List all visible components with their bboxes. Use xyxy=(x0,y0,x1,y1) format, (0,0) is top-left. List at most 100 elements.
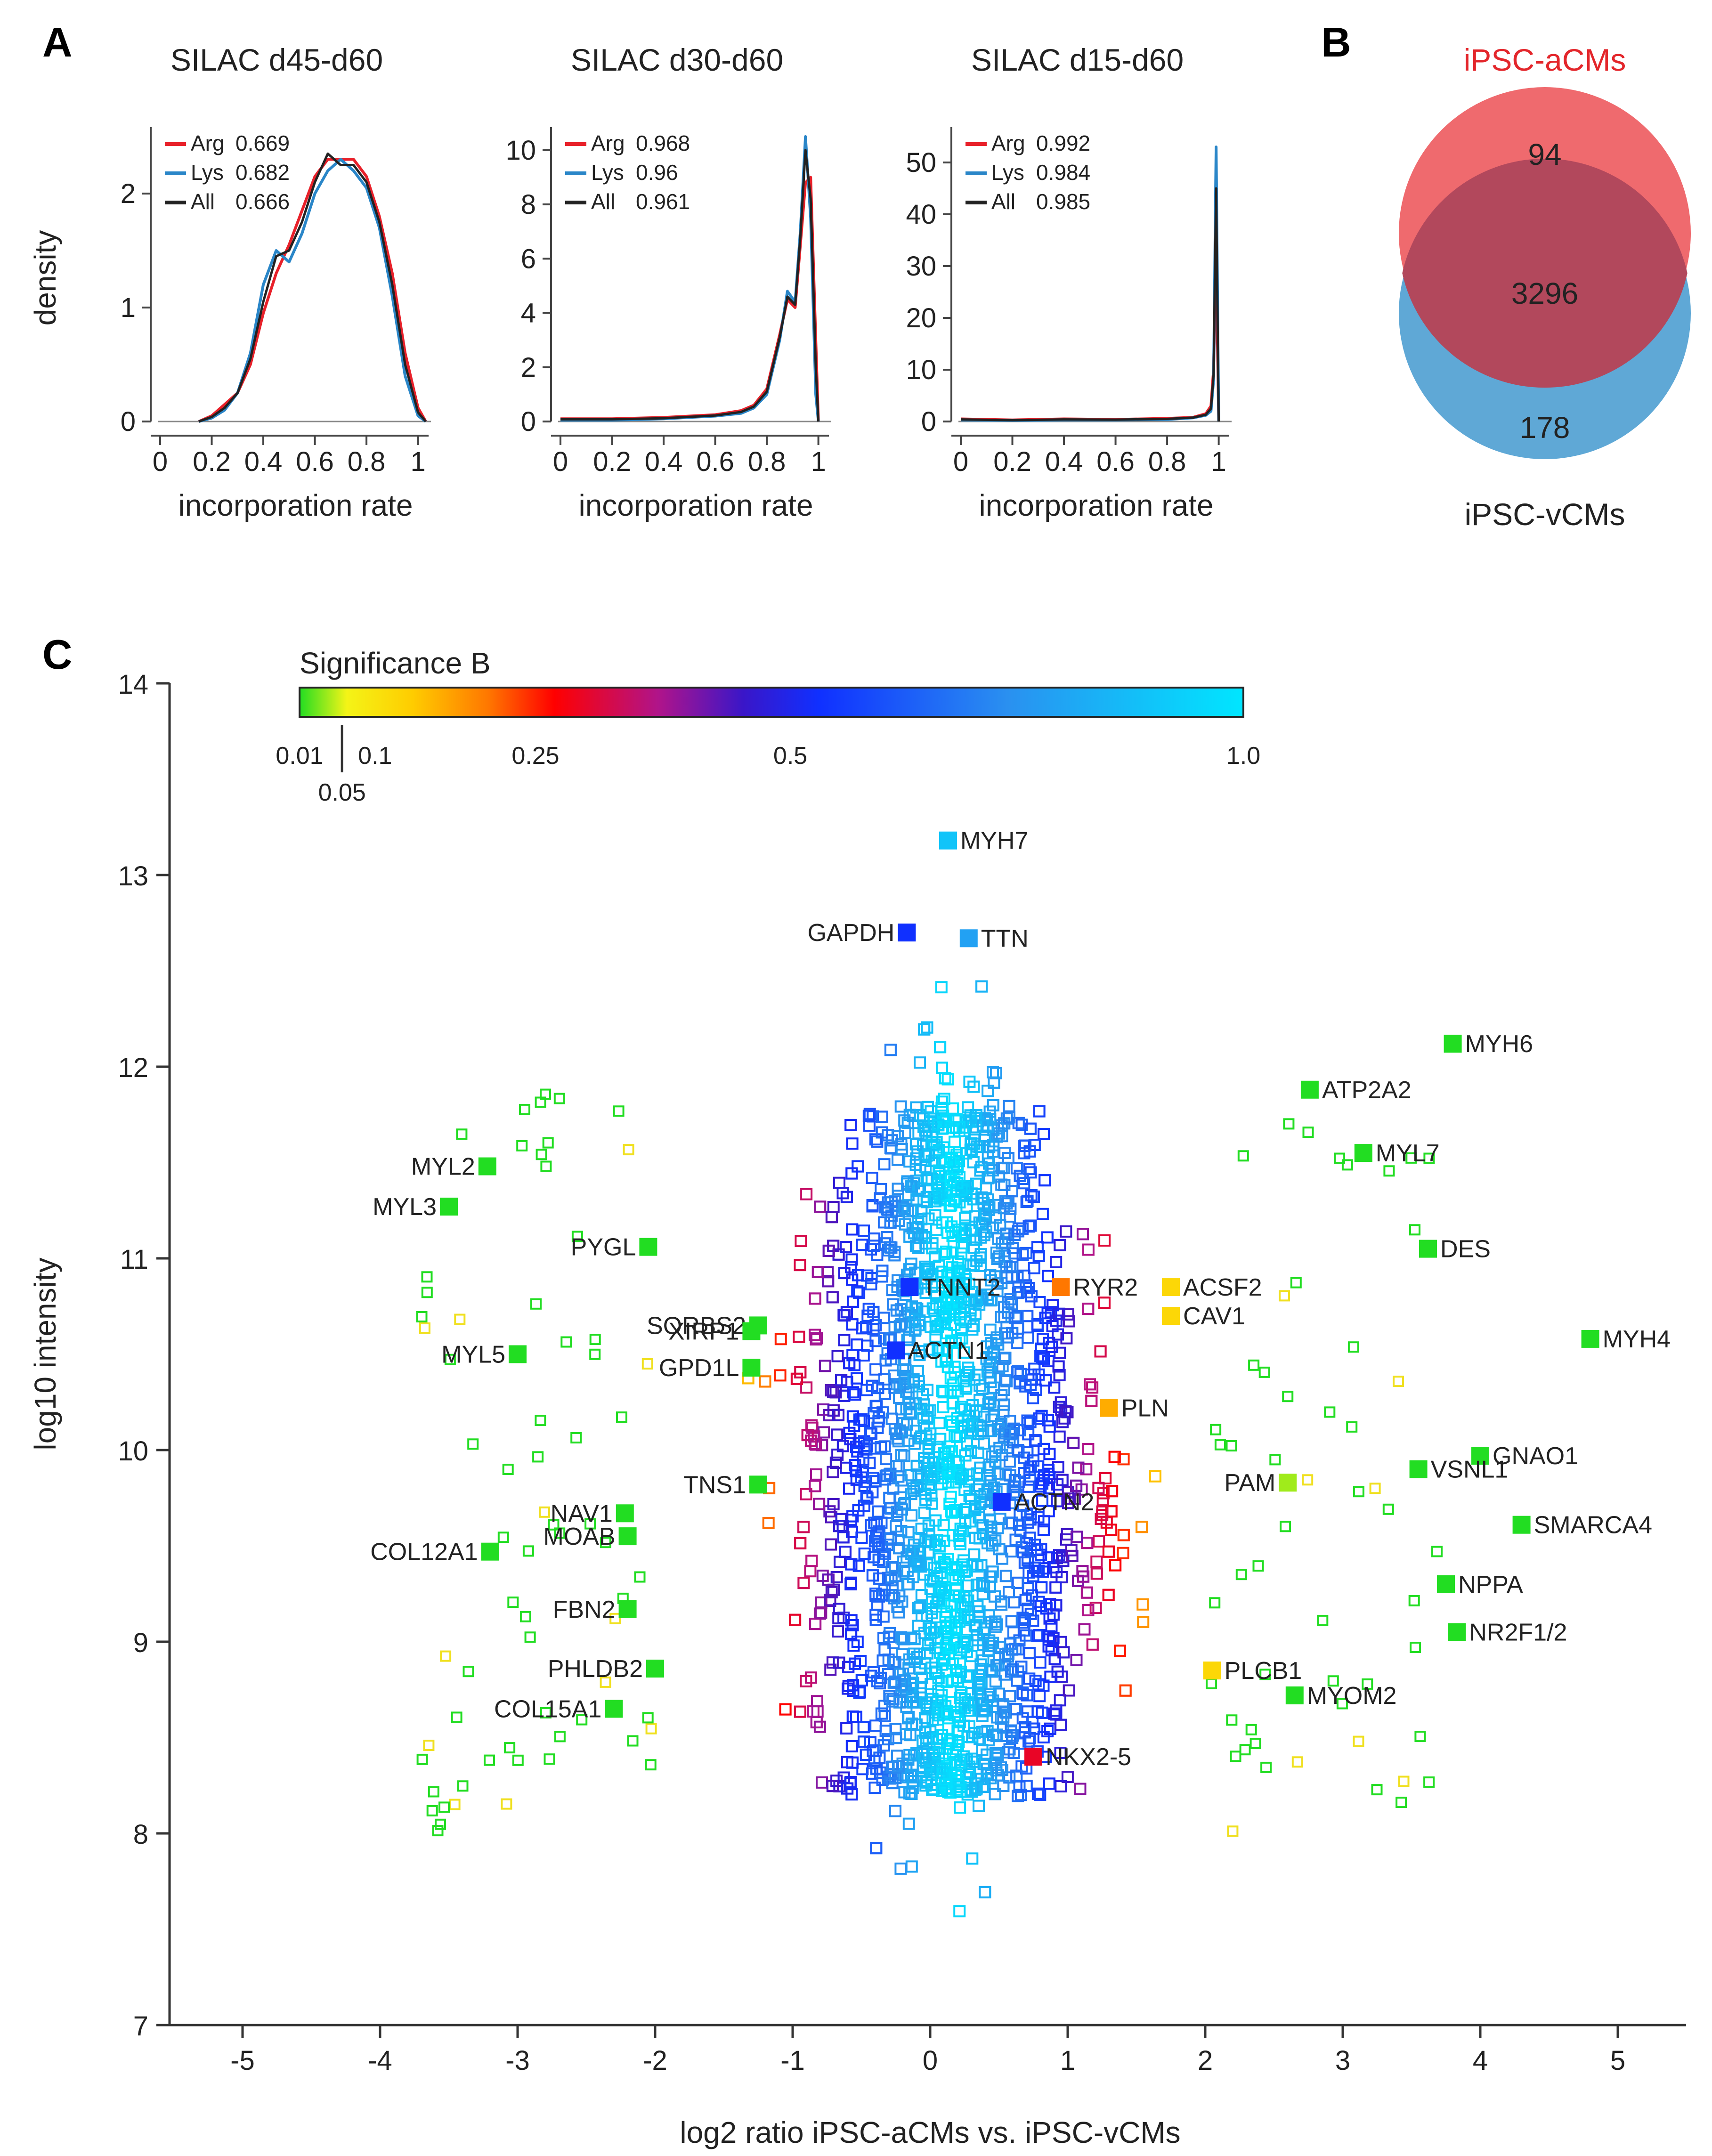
scatter-point xyxy=(984,1376,997,1388)
scatter-point xyxy=(851,1372,863,1385)
scatter-point xyxy=(419,1322,430,1334)
scatter-point xyxy=(827,1498,840,1510)
scatter-point xyxy=(967,1258,980,1271)
scatter-point xyxy=(884,1532,897,1545)
labeled-point-marker xyxy=(1162,1307,1180,1325)
scatter-point xyxy=(1025,1189,1038,1201)
scatter-point xyxy=(827,1498,840,1510)
gene-label: RYR2 xyxy=(1073,1274,1138,1301)
scatter-background-cloud xyxy=(416,980,1443,1918)
scatter-point xyxy=(1003,1100,1015,1112)
scatter-point xyxy=(885,1196,898,1208)
gene-label: SORBS2 xyxy=(647,1312,746,1339)
scatter-point xyxy=(941,1553,954,1565)
scatter-point xyxy=(1051,1478,1064,1491)
scatter-point xyxy=(894,1424,906,1437)
scatter-point xyxy=(869,1133,882,1146)
scatter-point xyxy=(870,1842,883,1855)
scatter-point xyxy=(1043,1448,1056,1460)
scatter-point xyxy=(1037,1731,1050,1743)
scatter-point xyxy=(1013,1518,1025,1531)
scatter-point xyxy=(1405,1152,1417,1164)
scatter-point xyxy=(977,1528,990,1540)
scatter-point xyxy=(600,1537,611,1548)
scatter-point xyxy=(912,1242,925,1254)
scatter-point xyxy=(807,1705,819,1718)
scatter-point xyxy=(794,1705,806,1718)
scatter-point xyxy=(969,1783,982,1796)
scatter-point xyxy=(1034,1656,1047,1669)
scatter-point xyxy=(535,1415,546,1427)
scatter-point xyxy=(931,1733,943,1745)
scatter-point xyxy=(982,1483,994,1496)
scatter-point xyxy=(1063,1315,1075,1328)
scatter-point xyxy=(794,1537,807,1549)
scatter-point xyxy=(895,1525,908,1537)
scatter-point xyxy=(868,1782,881,1794)
scatter-point xyxy=(872,1382,884,1394)
scatter-point xyxy=(1034,1350,1047,1362)
scatter-point xyxy=(642,1712,654,1724)
scatter-point xyxy=(1031,1318,1044,1330)
scatter-point xyxy=(905,1488,917,1500)
scatter-point xyxy=(895,1143,908,1155)
scatter-point xyxy=(948,1361,961,1373)
scatter-point xyxy=(435,1818,446,1830)
scatter-point xyxy=(829,1456,842,1469)
scatter-point xyxy=(956,1332,968,1345)
scatter-point xyxy=(539,1506,550,1518)
scatter-point xyxy=(1098,1234,1111,1247)
scatter-point xyxy=(949,1135,961,1148)
density-line-arg xyxy=(960,254,1220,422)
scatter-point xyxy=(846,1318,859,1331)
scatter-point xyxy=(484,1754,495,1766)
scatter-point xyxy=(800,1381,813,1394)
scatter-point xyxy=(840,1306,853,1319)
scatter-point xyxy=(1055,1718,1067,1731)
scatter-point xyxy=(999,1352,1012,1364)
scatter-point xyxy=(827,1466,839,1478)
scatter-point xyxy=(858,1480,871,1492)
labeled-point-marker xyxy=(959,929,978,948)
scatter-point xyxy=(850,1710,862,1723)
scatter-point xyxy=(1094,1345,1107,1358)
scatter-point xyxy=(941,1226,954,1239)
scatter-point xyxy=(985,1274,997,1287)
scatter-point xyxy=(1114,1645,1126,1657)
scatter-point xyxy=(999,1374,1012,1386)
scatter-point xyxy=(895,1631,908,1644)
scatter-point xyxy=(852,1269,864,1281)
scatter-point xyxy=(535,1096,546,1108)
scatter-point xyxy=(866,1200,879,1213)
labeled-points: MYH7 GAPDH TTN MYH6 ATP2A2 MYL7 MYL2 MYL3 PYGL SO… xyxy=(370,827,1671,1771)
scatter-point xyxy=(837,1309,850,1321)
density-line-lys xyxy=(960,146,1220,422)
scatter-point xyxy=(916,1748,928,1760)
scatter-point xyxy=(892,1760,904,1773)
scatter-point xyxy=(1109,1559,1122,1572)
y-tick-label: 0 xyxy=(521,406,536,437)
scatter-point xyxy=(987,1099,999,1111)
scatter-point xyxy=(1010,1769,1023,1782)
scatter-point xyxy=(832,1409,844,1421)
scatter-point xyxy=(1022,1331,1034,1344)
labeled-point-marker xyxy=(605,1700,623,1718)
labeled-point-marker xyxy=(1448,1623,1466,1641)
x-tick-label: 1 xyxy=(811,446,826,477)
scatter-point xyxy=(847,1295,860,1308)
scatter-point xyxy=(907,1373,920,1386)
scatter-point xyxy=(869,1588,882,1600)
scatter-point xyxy=(898,1498,910,1511)
scatter-point xyxy=(984,1688,997,1701)
scatter-point xyxy=(811,1705,824,1718)
scatter-point xyxy=(912,1559,925,1572)
scatter-point xyxy=(989,1747,1002,1759)
scatter-point xyxy=(902,1435,915,1447)
scatter-point xyxy=(899,1127,911,1139)
gene-label: MYH7 xyxy=(960,827,1028,855)
scatter-point xyxy=(923,1343,936,1356)
scatter-point xyxy=(554,1731,566,1743)
scatter-point xyxy=(835,1513,848,1525)
scatter-point xyxy=(997,1780,1010,1792)
scatter-point xyxy=(1028,1262,1040,1274)
